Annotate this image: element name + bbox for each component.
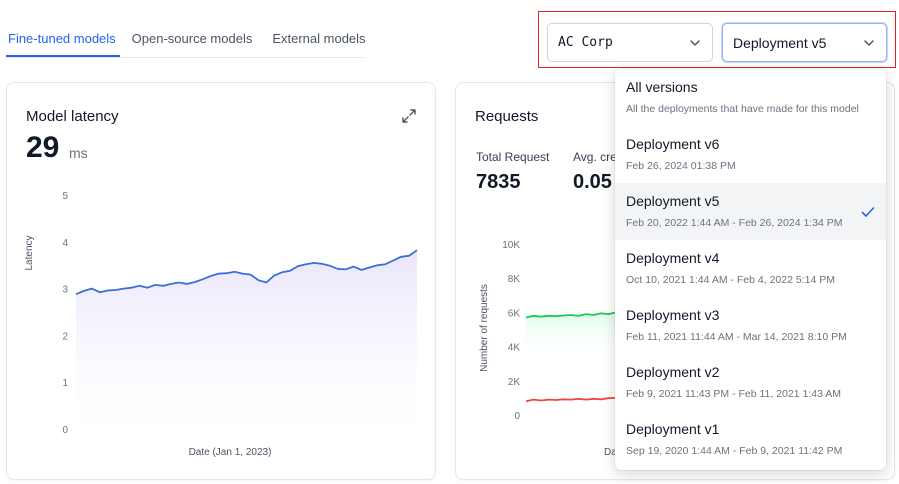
filter-highlight-box [538,11,896,68]
avg-credit-label: Avg. cre [573,150,617,164]
option-subtitle: Feb 20, 2022 1:44 AM - Feb 26, 2024 1:34… [626,217,843,229]
requests-series-line [525,311,617,319]
latency-chart: 0 1 2 3 4 5 Latency Date (Jan 1, 2023) [24,191,418,458]
tab-external-models[interactable]: External models [272,31,366,46]
latency-area [76,250,417,429]
option-deployment-v4[interactable]: Deployment v4 Oct 10, 2021 1:44 AM - Feb… [615,240,886,297]
requests-y-tick: 6K [508,308,521,319]
check-icon [861,207,875,217]
company-select[interactable]: AC Corp [547,23,713,62]
option-subtitle: Feb 11, 2021 11:44 AM - Mar 14, 2021 8:1… [626,331,847,343]
expand-icon[interactable] [400,107,418,125]
latency-y-tick: 4 [62,238,68,249]
option-subtitle: All the deployments that have made for t… [626,103,859,115]
latency-unit: ms [69,145,88,161]
requests-y-tick: 4K [508,343,521,354]
latency-y-tick: 5 [62,191,68,202]
option-subtitle: Feb 26, 2024 01:38 PM [626,160,736,172]
option-title: All versions [626,79,698,95]
option-deployment-v1[interactable]: Deployment v1 Sep 19, 2020 1:44 AM - Feb… [615,411,886,468]
tab-fine-tuned-models[interactable]: Fine-tuned models [6,22,120,57]
deployment-dropdown-menu: All versions All the deployments that ha… [615,69,886,470]
option-title: Deployment v6 [626,136,720,152]
latency-value: 29 [26,131,60,164]
requests-y-tick: 0 [514,411,520,422]
requests-chart: 0 2K 4K 6K 8K 10K Number of requests Da [479,240,617,458]
model-latency-card: Model latency 29 ms 0 1 2 3 4 5 Latency Date … [6,82,436,480]
requests-y-tick: 8K [508,274,521,285]
avg-credit-value: 0.05 [573,171,612,193]
requests-y-tick: 2K [508,377,521,388]
option-all-versions[interactable]: All versions All the deployments that ha… [615,69,886,126]
option-title: Deployment v1 [626,421,720,437]
requests-card-title: Requests [475,108,539,125]
chevron-down-icon [864,39,874,46]
company-select-value: AC Corp [558,35,613,50]
option-title: Deployment v3 [626,307,720,323]
option-subtitle: Oct 10, 2021 1:44 AM - Feb 4, 2022 5:14 … [626,274,835,286]
latency-y-tick: 0 [62,425,68,436]
latency-y-tick: 2 [62,331,68,342]
latency-y-axis-label: Latency [24,235,35,270]
latency-card-title: Model latency [26,108,119,125]
option-title: Deployment v5 [626,193,720,209]
latency-y-tick: 1 [62,378,68,389]
total-request-value: 7835 [476,171,521,193]
requests-area [526,312,616,356]
option-subtitle: Feb 9, 2021 11:43 PM - Feb 11, 2021 1:43… [626,388,841,400]
option-deployment-v2[interactable]: Deployment v2 Feb 9, 2021 11:43 PM - Feb… [615,354,886,411]
requests-x-axis-label: Da [604,447,617,458]
chevron-down-icon [690,39,700,46]
deployment-select[interactable]: Deployment v5 [722,23,887,62]
option-deployment-v5[interactable]: Deployment v5 Feb 20, 2022 1:44 AM - Feb… [615,183,886,240]
latency-y-tick: 3 [62,285,68,296]
latency-x-axis-label: Date (Jan 1, 2023) [189,447,272,458]
requests-series-line [525,397,617,403]
option-deployment-v3[interactable]: Deployment v3 Feb 11, 2021 11:44 AM - Ma… [615,297,886,354]
option-deployment-v6[interactable]: Deployment v6 Feb 26, 2024 01:38 PM [615,126,886,183]
option-title: Deployment v2 [626,364,720,380]
model-tabs: Fine-tuned models Open-source models Ext… [6,22,366,58]
requests-y-tick: 10K [502,240,520,251]
option-subtitle: Sep 19, 2020 1:44 AM - Feb 9, 2021 11:42… [626,445,843,457]
total-request-label: Total Request [476,150,550,164]
deployment-select-value: Deployment v5 [733,34,827,51]
latency-line [75,249,418,296]
requests-y-axis-label: Number of requests [479,284,490,372]
option-title: Deployment v4 [626,250,720,266]
tab-open-source-models[interactable]: Open-source models [131,31,253,46]
